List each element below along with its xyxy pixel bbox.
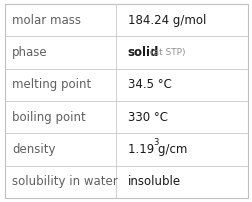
Text: (at STP): (at STP) — [149, 48, 184, 57]
Text: molar mass: molar mass — [12, 14, 81, 27]
Text: solid: solid — [127, 46, 159, 59]
Text: 3: 3 — [152, 138, 158, 147]
Text: melting point: melting point — [12, 78, 91, 91]
Text: phase: phase — [12, 46, 48, 59]
Text: density: density — [12, 143, 56, 156]
Text: 1.19 g/cm: 1.19 g/cm — [127, 143, 186, 156]
Text: 184.24 g/mol: 184.24 g/mol — [127, 14, 205, 27]
Text: boiling point: boiling point — [12, 111, 86, 124]
Text: insoluble: insoluble — [127, 175, 180, 188]
Text: 330 °C: 330 °C — [127, 111, 167, 124]
Text: 34.5 °C: 34.5 °C — [127, 78, 171, 91]
Text: solubility in water: solubility in water — [12, 175, 118, 188]
